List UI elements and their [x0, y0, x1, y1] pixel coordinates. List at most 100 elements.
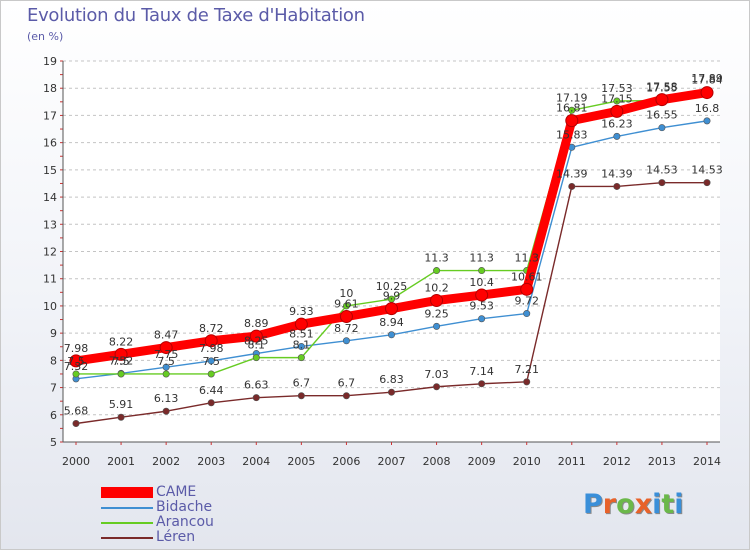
data-label: 11.3 [514, 252, 539, 265]
x-tick-label: 2007 [378, 455, 406, 468]
data-label: 5.68 [64, 404, 89, 417]
x-tick-label: 2008 [423, 455, 451, 468]
x-tick-label: 2011 [558, 455, 586, 468]
data-label: 11.3 [469, 252, 494, 265]
data-label: 8.51 [289, 327, 314, 340]
data-point [204, 334, 218, 348]
x-tick-label: 2001 [107, 455, 135, 468]
data-label: 7.75 [154, 348, 179, 361]
y-tick-label: 9 [50, 327, 57, 340]
legend-swatch-leren [101, 536, 153, 539]
data-label: 10.25 [376, 280, 408, 293]
y-tick-label: 13 [43, 218, 57, 231]
data-point [342, 302, 350, 310]
data-label: 17.15 [601, 92, 633, 105]
legend-swatch-arancou [101, 521, 153, 524]
data-point [703, 179, 711, 187]
data-point [162, 407, 170, 415]
data-label: 16.23 [601, 117, 633, 130]
data-label: 9.25 [424, 307, 449, 320]
y-tick-label: 14 [43, 191, 57, 204]
legend-label-came: CAME [156, 484, 197, 500]
data-label: 10.2 [424, 281, 449, 294]
logo-letter: P [583, 489, 603, 520]
data-point [162, 363, 170, 371]
data-point [342, 337, 350, 345]
data-label: 16.55 [646, 109, 678, 122]
data-label: 17.58 [646, 81, 678, 94]
data-label: 16.8 [695, 102, 720, 115]
data-point [117, 370, 125, 378]
data-label: 8.72 [199, 322, 224, 335]
data-point [475, 288, 489, 302]
data-point [433, 267, 441, 275]
data-label: 7.98 [64, 342, 89, 355]
proxiti-logo: Proxiti [583, 489, 684, 520]
data-label: 8.94 [379, 316, 404, 329]
data-label: 17.19 [556, 91, 588, 104]
data-label: 8.1 [248, 339, 266, 352]
data-label: 17.84 [691, 74, 723, 87]
data-label: 17.53 [601, 82, 633, 95]
data-point [294, 317, 308, 331]
data-point [658, 179, 666, 187]
data-point [385, 302, 398, 316]
logo-letter: i [652, 489, 662, 520]
data-label: 7.5 [67, 355, 85, 368]
data-label: 14.39 [601, 167, 633, 180]
data-point [478, 315, 486, 323]
legend-item-came: CAME [101, 485, 214, 500]
x-tick-label: 2014 [693, 455, 721, 468]
data-point [478, 380, 486, 388]
data-label: 7.21 [514, 363, 539, 376]
data-label: 7.5 [157, 355, 175, 368]
y-tick-label: 5 [50, 436, 57, 449]
x-tick-label: 2006 [332, 455, 360, 468]
legend-swatch-bidache [101, 506, 153, 509]
data-point [207, 357, 215, 365]
data-point [387, 388, 395, 396]
x-tick-label: 2002 [152, 455, 180, 468]
logo-letter: t [661, 489, 675, 520]
chart-legend: CAME Bidache Arancou Léren [101, 485, 214, 545]
data-label: 7.52 [109, 354, 134, 367]
data-point [433, 322, 441, 330]
data-point [342, 392, 350, 400]
data-label: 16.81 [556, 102, 588, 115]
y-tick-label: 10 [43, 300, 57, 313]
data-label: 7.98 [199, 342, 224, 355]
data-label: 9.9 [383, 290, 401, 303]
data-point [613, 97, 621, 105]
data-label: 7.5 [112, 355, 130, 368]
data-label: 10 [339, 287, 353, 300]
legend-label-arancou: Arancou [156, 514, 214, 530]
data-label: 5.91 [109, 398, 134, 411]
data-label: 6.83 [379, 373, 404, 386]
data-point [700, 86, 714, 100]
legend-label-leren: Léren [156, 529, 196, 545]
data-point [252, 394, 260, 402]
y-tick-label: 6 [50, 409, 57, 422]
data-point [565, 114, 579, 128]
data-label: 6.63 [244, 379, 269, 392]
logo-letter: o [616, 489, 635, 520]
data-point [568, 106, 576, 114]
logo-letter: r [602, 489, 617, 520]
data-point [339, 310, 353, 324]
legend-item-arancou: Arancou [101, 515, 214, 530]
data-point [387, 331, 395, 339]
data-label: 10.4 [469, 276, 494, 289]
y-tick-label: 17 [43, 109, 57, 122]
y-tick-label: 7 [50, 382, 57, 395]
data-point [249, 329, 263, 343]
data-label: 7.5 [202, 355, 220, 368]
x-tick-label: 2004 [242, 455, 270, 468]
data-point [613, 132, 621, 140]
data-label: 9.33 [289, 305, 314, 318]
data-point [613, 182, 621, 190]
data-label: 9.53 [469, 300, 494, 313]
data-label: 8.72 [334, 322, 359, 335]
data-label: 6.7 [293, 377, 311, 390]
x-tick-label: 2010 [513, 455, 541, 468]
data-point [703, 117, 711, 125]
